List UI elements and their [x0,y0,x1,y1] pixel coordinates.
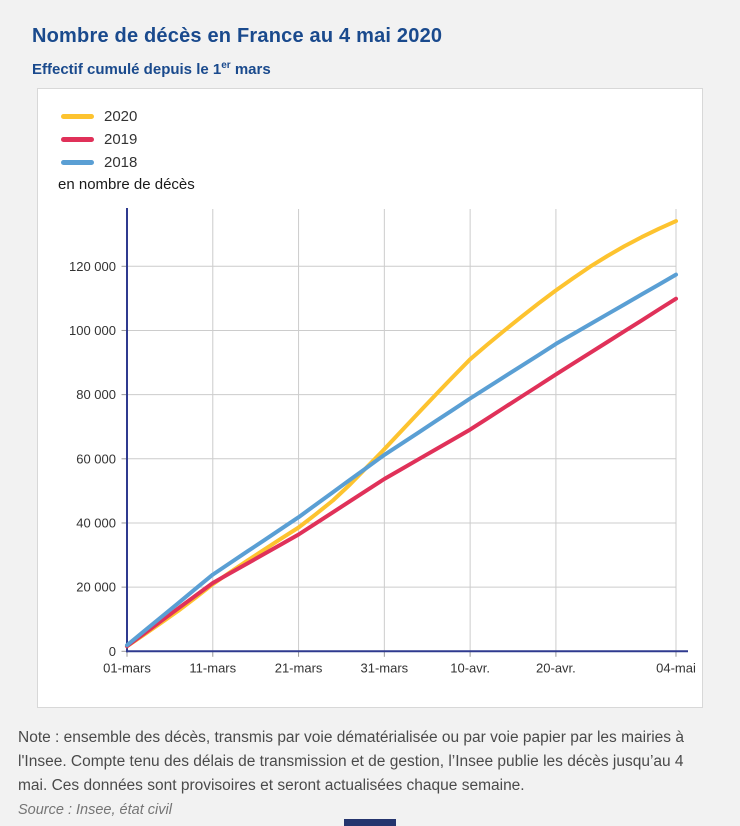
page-subtitle-suffix: mars [230,61,271,79]
page-subtitle-superscript: er [221,60,231,72]
y-tick-label: 0 [109,644,116,659]
series-line-2019 [125,296,678,649]
legend-swatch-2019 [61,137,94,142]
chart-svg: 0 20 000 40 000 60 000 80 000 100 000 120 000 0… [69,208,696,676]
bottom-scrollbar-handle[interactable] [344,819,396,826]
chart-note: Note : ensemble des décès, transmis par … [18,728,684,794]
y-tick-label: 120 000 [69,259,116,274]
chart-source: Source : Insee, état civil [18,801,172,818]
axes [126,208,688,653]
series-line-2018 [125,272,678,648]
y-axis-unit-label: en nombre de décès [58,176,195,193]
legend-swatch-2018 [61,160,94,165]
x-tick-label: 20-avr. [536,660,576,675]
series-line-2020 [125,219,678,649]
y-tick-label: 80 000 [76,387,116,402]
legend-item-2019: 2019 [61,128,137,151]
legend-label-2018: 2018 [104,154,138,171]
x-tick-label: 10-avr. [450,660,490,675]
chart-legend: 2020 2019 2018 [61,105,137,174]
y-tick-label: 40 000 [76,515,116,530]
legend-label-2020: 2020 [104,108,138,125]
page-subtitle-prefix: Effectif cumulé depuis le 1 [32,61,222,79]
x-tick-label: 04-mai [656,660,696,675]
x-tick-label: 01-mars [103,660,151,675]
tick-labels: 0 20 000 40 000 60 000 80 000 100 000 120 000 0… [69,259,696,676]
page-subtitle: Effectif cumulé depuis le 1er mars [32,60,271,78]
y-tick-label: 100 000 [69,323,116,338]
chart-card: 2020 2019 2018 en nombre de décès 0 20 00… [37,88,703,708]
page-title: Nombre de décès en France au 4 mai 2020 [32,25,443,48]
legend-swatch-2020 [61,114,94,119]
legend-item-2020: 2020 [61,105,137,128]
legend-label-2019: 2019 [104,131,138,148]
x-tick-label: 31-mars [361,660,409,675]
y-tick-label: 20 000 [76,580,116,595]
x-tick-label: 21-mars [275,660,323,675]
x-tick-label: 11-mars [189,660,236,675]
y-tick-label: 60 000 [76,451,116,466]
legend-item-2018: 2018 [61,151,137,174]
